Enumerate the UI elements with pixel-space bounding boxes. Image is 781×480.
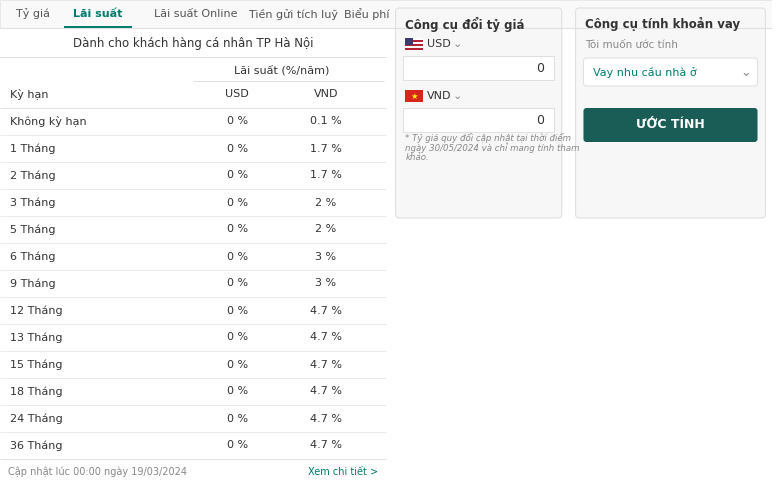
FancyBboxPatch shape	[583, 108, 758, 142]
Text: Công cụ đổi tỷ giá: Công cụ đổi tỷ giá	[405, 16, 525, 32]
Text: Tôi muốn ước tính: Tôi muốn ước tính	[586, 40, 679, 50]
Bar	[0, 0, 772, 28]
Text: 4.7 %: 4.7 %	[310, 413, 342, 423]
Text: 2 Tháng: 2 Tháng	[10, 170, 55, 181]
Text: 24 Tháng: 24 Tháng	[10, 413, 62, 424]
Text: Cập nhật lúc 00:00 ngày 19/03/2024: Cập nhật lúc 00:00 ngày 19/03/2024	[8, 467, 187, 477]
Text: 0 %: 0 %	[226, 386, 248, 396]
Text: Công cụ tính khoản vay: Công cụ tính khoản vay	[586, 17, 740, 31]
Text: 0 %: 0 %	[226, 225, 248, 235]
Text: VND: VND	[314, 89, 338, 99]
Text: 0 %: 0 %	[226, 278, 248, 288]
Text: 12 Tháng: 12 Tháng	[10, 305, 62, 316]
Text: 9 Tháng: 9 Tháng	[10, 278, 55, 289]
Text: ngày 30/05/2024 và chỉ mang tính tham: ngày 30/05/2024 và chỉ mang tính tham	[405, 143, 580, 153]
Text: Xem chi tiết >: Xem chi tiết >	[308, 467, 378, 477]
Text: 0.1 %: 0.1 %	[310, 117, 342, 127]
Text: 0 %: 0 %	[226, 170, 248, 180]
Bar	[405, 38, 423, 40]
FancyBboxPatch shape	[395, 8, 562, 218]
Text: 6 Tháng: 6 Tháng	[10, 251, 55, 262]
Text: 0 %: 0 %	[226, 333, 248, 343]
Text: Dành cho khách hàng cá nhân TP Hà Nội: Dành cho khách hàng cá nhân TP Hà Nội	[73, 37, 313, 50]
Text: Lãi suất: Lãi suất	[73, 9, 123, 19]
Text: 0 %: 0 %	[226, 441, 248, 451]
Text: Vay nhu cầu nhà ở: Vay nhu cầu nhà ở	[594, 67, 697, 77]
FancyBboxPatch shape	[583, 58, 758, 86]
Text: khảo.: khảo.	[405, 154, 430, 163]
Text: Tỷ giá: Tỷ giá	[16, 9, 50, 20]
Text: 18 Tháng: 18 Tháng	[10, 386, 62, 397]
Text: 2 %: 2 %	[316, 197, 337, 207]
Text: 0 %: 0 %	[226, 117, 248, 127]
Text: USD: USD	[226, 89, 249, 99]
Text: ★: ★	[411, 92, 418, 100]
Text: 0 %: 0 %	[226, 413, 248, 423]
Text: 0 %: 0 %	[226, 360, 248, 370]
Text: 2 %: 2 %	[316, 225, 337, 235]
Bar	[405, 38, 423, 50]
Text: Không kỳ hạn: Không kỳ hạn	[10, 116, 87, 127]
Text: 1.7 %: 1.7 %	[310, 144, 342, 154]
Text: 5 Tháng: 5 Tháng	[10, 224, 55, 235]
Text: Lãi suất (%/năm): Lãi suất (%/năm)	[234, 65, 330, 75]
Text: ⌄: ⌄	[740, 65, 751, 79]
Text: 36 Tháng: 36 Tháng	[10, 440, 62, 451]
Text: 3 Tháng: 3 Tháng	[10, 197, 55, 208]
Text: 4.7 %: 4.7 %	[310, 305, 342, 315]
Text: 0 %: 0 %	[226, 305, 248, 315]
Text: Lãi suất Online: Lãi suất Online	[154, 9, 237, 19]
Text: 3 %: 3 %	[316, 252, 337, 262]
Text: 13 Tháng: 13 Tháng	[10, 332, 62, 343]
Text: 0 %: 0 %	[226, 252, 248, 262]
Text: 0 %: 0 %	[226, 197, 248, 207]
Text: 15 Tháng: 15 Tháng	[10, 359, 62, 370]
Bar	[405, 42, 423, 44]
Text: 4.7 %: 4.7 %	[310, 386, 342, 396]
FancyBboxPatch shape	[576, 8, 765, 218]
Text: 0: 0	[536, 113, 544, 127]
Bar	[64, 25, 131, 28]
Text: Biểu phí: Biểu phí	[344, 8, 389, 20]
Text: 0 %: 0 %	[226, 144, 248, 154]
Text: 1.7 %: 1.7 %	[310, 170, 342, 180]
Text: 4.7 %: 4.7 %	[310, 441, 342, 451]
Text: 4.7 %: 4.7 %	[310, 333, 342, 343]
Text: ƯỚC TÍNH: ƯỚC TÍNH	[636, 119, 705, 132]
Text: ⌄: ⌄	[453, 91, 462, 101]
Text: ⌄: ⌄	[453, 39, 462, 49]
Bar	[405, 46, 423, 48]
Text: 0: 0	[536, 61, 544, 74]
Text: * Tỷ giá quy đổi cập nhật tại thời điểm: * Tỷ giá quy đổi cập nhật tại thời điểm	[405, 133, 572, 143]
Text: 4.7 %: 4.7 %	[310, 360, 342, 370]
Text: Kỳ hạn: Kỳ hạn	[10, 88, 48, 99]
Bar	[404, 108, 554, 132]
Bar	[405, 90, 423, 102]
Text: 3 %: 3 %	[316, 278, 337, 288]
Text: USD: USD	[427, 39, 451, 49]
Text: VND: VND	[427, 91, 451, 101]
Text: Tiền gửi tích luỹ: Tiền gửi tích luỹ	[249, 9, 338, 20]
Bar	[405, 38, 413, 45]
Text: 1 Tháng: 1 Tháng	[10, 143, 55, 154]
Bar	[404, 56, 554, 80]
